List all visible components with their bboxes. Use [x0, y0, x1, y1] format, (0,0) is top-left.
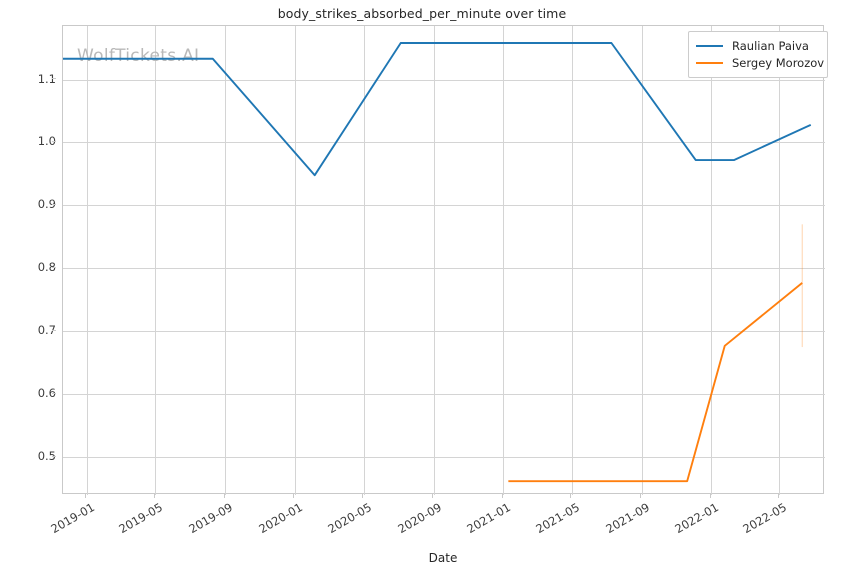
- x-axis-title: Date: [428, 551, 458, 565]
- x-axis-tick-label: 2019-01: [48, 500, 97, 537]
- y-axis-tickmark: [52, 455, 56, 457]
- y-axis-tick-label: 1.1: [37, 71, 56, 86]
- y-axis-tick-label: 0.7: [37, 323, 56, 338]
- watermark-text: WolfTickets.AI: [77, 46, 200, 66]
- y-axis-tickmark: [52, 266, 56, 268]
- x-axis-tick-label: 2021-05: [532, 500, 582, 537]
- x-axis-tickmark: [570, 494, 572, 498]
- x-axis-tick-label: 2022-01: [672, 500, 722, 537]
- x-axis-tickmark: [223, 494, 225, 498]
- x-axis-tick-label: 2019-09: [186, 500, 236, 537]
- data-series-layer: [63, 42, 812, 483]
- x-axis-tick-label: 2020-01: [256, 500, 305, 537]
- x-axis-tick-label: 2021-01: [464, 500, 514, 537]
- x-axis-tickmark: [709, 494, 711, 498]
- legend-label: Raulian Paiva: [732, 38, 809, 53]
- x-axis-tick-label: 2019-05: [116, 500, 166, 537]
- chart-title: body_strikes_absorbed_per_minute over ti…: [277, 6, 567, 21]
- x-axis-tick-label: 2022-05: [740, 500, 790, 537]
- y-axis-tick-label: 0.9: [37, 197, 56, 212]
- x-axis-tickmark: [85, 494, 87, 498]
- legend-item[interactable]: Sergey Morozov: [696, 54, 824, 71]
- y-axis-tick-label: 0.8: [37, 260, 56, 275]
- x-axis-tickmark: [153, 494, 155, 498]
- x-axis-tickmark: [362, 494, 364, 498]
- plot-area: WolfTickets.AI: [62, 25, 825, 495]
- x-axis-tick-label: 2020-05: [325, 500, 374, 537]
- gridlines: [63, 26, 825, 495]
- x-axis-tickmark: [501, 494, 503, 498]
- y-axis-tick-label: 0.5: [37, 449, 56, 464]
- legend-label: Sergey Morozov: [732, 55, 825, 70]
- watermark-layer: WolfTickets.AI: [63, 26, 825, 495]
- chart-legend: Raulian Paiva Sergey Morozov: [688, 31, 828, 78]
- y-axis-tickmark: [52, 78, 56, 79]
- legend-item[interactable]: Raulian Paiva: [696, 37, 820, 54]
- y-axis-tickmark: [52, 329, 56, 331]
- y-axis-tick-label: 1.0: [37, 134, 56, 149]
- y-axis-tick-label: 0.6: [37, 386, 56, 401]
- x-axis-tick-label: 2021-09: [602, 500, 652, 537]
- y-axis-tickmark: [52, 392, 56, 394]
- y-axis-tickmark: [52, 140, 56, 142]
- legend-color-swatch: [696, 44, 723, 47]
- x-axis-tick-labels: 2019-01 2019-05 2019-09 2020-01 2020-05 2020-…: [48, 494, 844, 564]
- data-line-sergey-morozov: [508, 282, 803, 483]
- y-axis-tick-labels: 0.5 0.6 0.7 0.8 0.9 1.0 1.1: [0, 25, 56, 494]
- legend-color-swatch: [696, 61, 723, 64]
- x-axis-tickmark: [293, 494, 295, 498]
- x-axis-tickmark: [432, 494, 434, 498]
- data-line-raulian-paiva: [63, 42, 812, 177]
- y-axis-tickmark: [52, 203, 56, 205]
- x-axis-tickmark: [777, 494, 779, 498]
- x-axis-tick-label: 2020-09: [395, 500, 444, 537]
- x-axis-tickmark: [640, 494, 642, 498]
